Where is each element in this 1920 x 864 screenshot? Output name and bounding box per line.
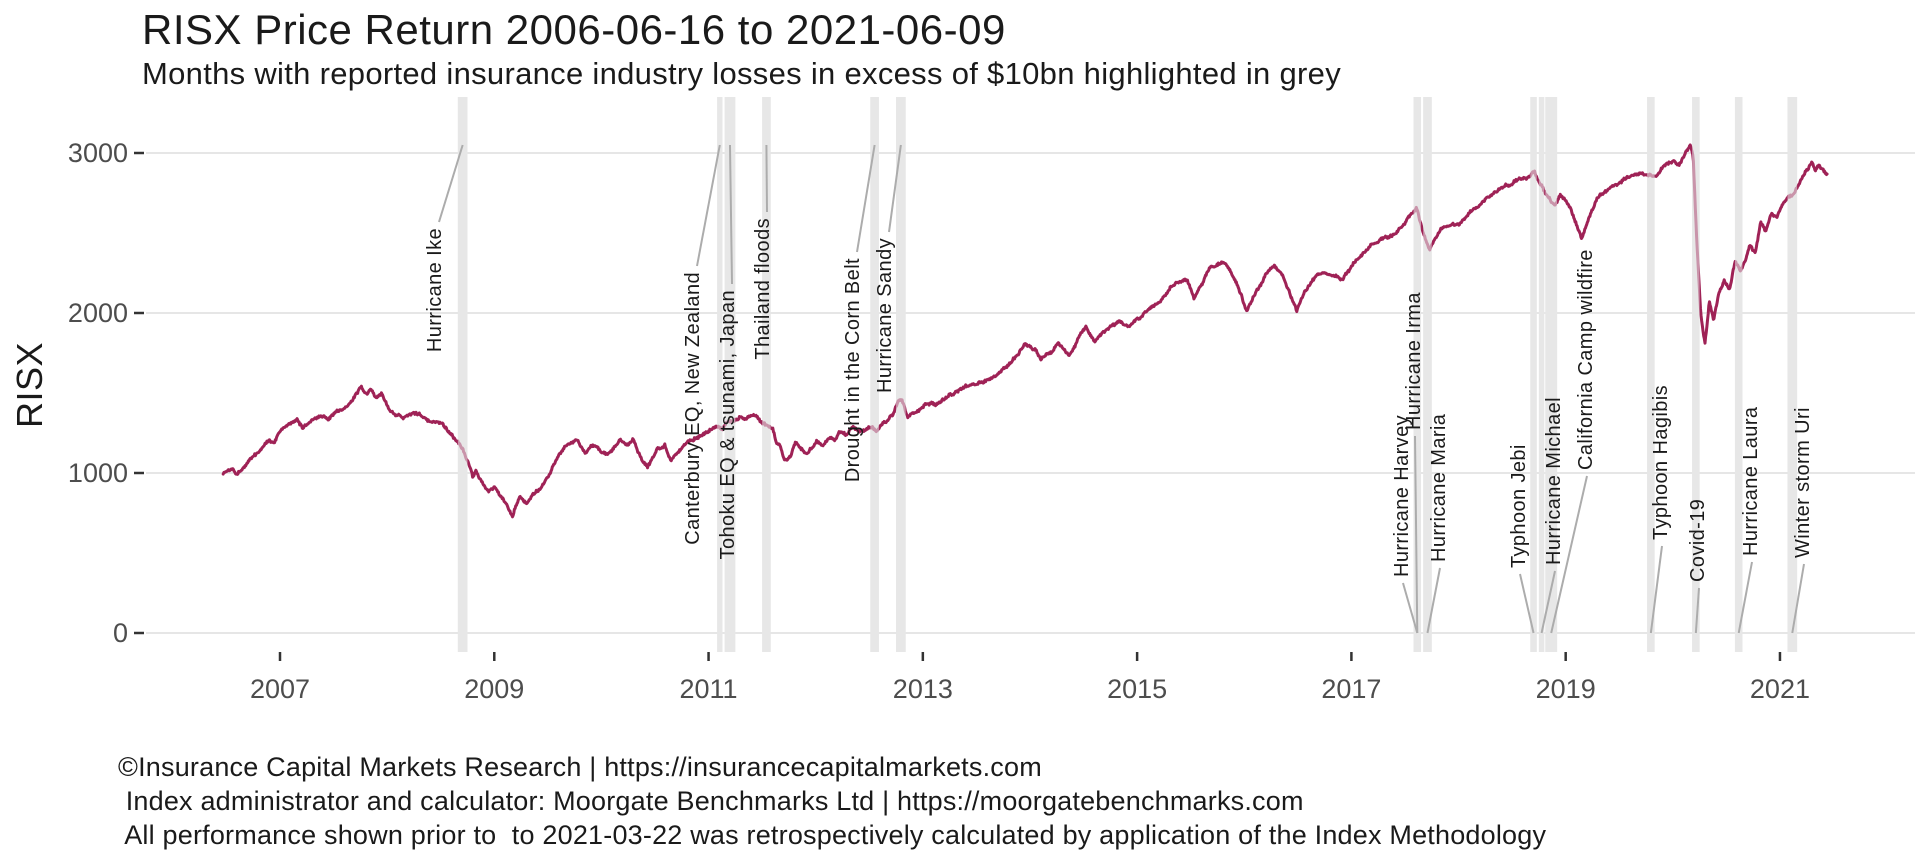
highlight-band-overlay-2	[724, 97, 736, 652]
footer-administrator: Index administrator and calculator: Moor…	[118, 786, 1304, 816]
annotation-label-1: Canterbury EQ, New Zealand	[682, 272, 704, 545]
annotation-label-0: Hurricane Ike	[424, 228, 446, 352]
annotation-leader-14	[1737, 561, 1753, 634]
annotation-label-8: Hurricane Maria	[1428, 413, 1450, 562]
footer-methodology-note: All performance shown prior to to 2021-0…	[118, 820, 1547, 850]
annotation-label-5: Hurricane Sandy	[874, 238, 896, 393]
highlight-band-overlay-7	[1423, 97, 1432, 652]
highlight-band-overlay-0	[457, 97, 468, 652]
chart-title: RISX Price Return 2006-06-16 to 2021-06-…	[142, 6, 1006, 53]
annotation-leader-8	[1426, 567, 1441, 634]
annotation-leader-15	[1791, 563, 1805, 634]
highlight-band-overlay-14	[1787, 97, 1798, 652]
annotation-leader-7	[1414, 435, 1419, 634]
annotation-label-4: Drought in the Corn Belt	[842, 258, 864, 482]
x-tick-label-2019: 2019	[1536, 674, 1596, 704]
annotation-label-15: Winter storm Uri	[1792, 407, 1814, 558]
highlight-band-overlay-1	[717, 97, 723, 652]
annotation-label-7: Hurricane Irma	[1403, 292, 1425, 430]
annotation-leader-3	[765, 144, 768, 213]
highlight-band-overlay-6	[1413, 97, 1422, 652]
x-tick-label-2021: 2021	[1750, 674, 1810, 704]
chart-footer: ©Insurance Capital Markets Research | ht…	[118, 750, 1546, 852]
annotation-leader-9	[1519, 573, 1535, 634]
y-tick-label-1000: 1000	[68, 458, 128, 488]
highlight-band-overlay-12	[1692, 97, 1700, 652]
annotation-leader-5	[888, 144, 902, 233]
annotation-leader-2	[728, 144, 733, 285]
annotation-leader-1	[696, 144, 721, 267]
annotation-leader-6	[1402, 582, 1419, 634]
footer-attribution: ©Insurance Capital Markets Research | ht…	[118, 752, 1042, 782]
x-tick-label-2015: 2015	[1107, 674, 1167, 704]
highlight-band-overlay-5	[896, 97, 906, 652]
highlight-band-overlay-8	[1530, 97, 1537, 652]
highlight-band-overlay-9	[1538, 97, 1545, 652]
x-tick-label-2011: 2011	[680, 674, 738, 704]
annotation-label-14: Hurricane Laura	[1740, 406, 1762, 556]
price-return-line	[221, 143, 1829, 519]
y-axis-title: RISX	[9, 341, 50, 429]
annotation-label-11: California Camp wildfire	[1575, 249, 1597, 470]
annotation-label-10: Hurricane Michael	[1543, 397, 1565, 565]
annotation-label-13: Covid-19	[1687, 499, 1709, 582]
x-tick-label-2017: 2017	[1321, 674, 1381, 704]
x-tick-label-2013: 2013	[893, 674, 953, 704]
annotation-label-3: Thailand floods	[752, 218, 774, 360]
y-tick-label-0: 0	[113, 618, 128, 648]
annotation-label-12: Typhoon Hagibis	[1650, 385, 1672, 540]
annotation-label-2: Tohoku EQ & tsunami, Japan	[717, 290, 739, 559]
y-tick-label-3000: 3000	[68, 138, 128, 168]
annotation-leader-11	[1550, 475, 1588, 634]
annotation-leader-4	[856, 144, 876, 253]
highlight-band-overlay-4	[870, 97, 879, 652]
highlight-band-overlay-11	[1647, 97, 1655, 652]
annotation-label-9: Typhoon Jebi	[1508, 444, 1530, 568]
annotation-leader-10	[1540, 570, 1556, 634]
x-tick-label-2007: 2007	[250, 674, 310, 704]
annotation-leader-12	[1649, 545, 1663, 634]
highlight-band-overlay-10	[1545, 97, 1558, 652]
highlight-band-overlay-3	[762, 97, 771, 652]
annotation-label-6: Hurricane Harvey	[1391, 415, 1413, 577]
x-tick-label-2009: 2009	[464, 674, 524, 704]
highlight-band-overlay-13	[1734, 97, 1743, 652]
annotation-leader-0	[438, 144, 464, 223]
annotation-leader-13	[1694, 587, 1700, 634]
y-tick-label-2000: 2000	[68, 298, 128, 328]
chart-subtitle: Months with reported insurance industry …	[142, 56, 1341, 91]
